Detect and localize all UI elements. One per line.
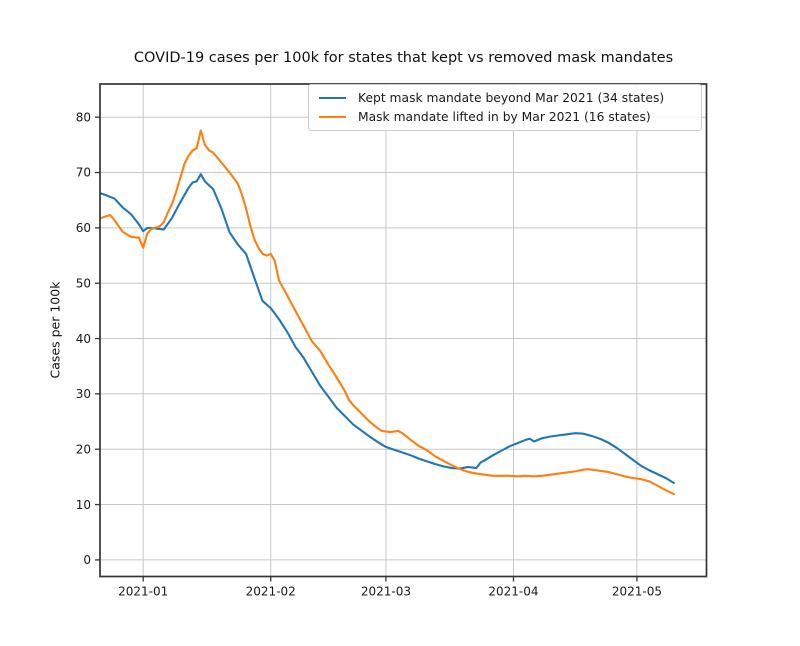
axes-layer: 2021-01 2021-02 2021-03 2021-04 2021-05 0 10 20… bbox=[76, 83, 708, 599]
x-tick-label: 2021-02 bbox=[246, 585, 296, 599]
series-line-lifted bbox=[100, 129, 675, 496]
legend-line-sample-lifted bbox=[319, 115, 346, 118]
legend-line-sample-kept bbox=[319, 97, 346, 100]
x-tick-label: 2021-01 bbox=[118, 585, 168, 599]
y-tick-label: 80 bbox=[76, 110, 91, 124]
x-tick-label: 2021-05 bbox=[612, 585, 662, 599]
legend-entry-lifted: Mask mandate lifted in by Mar 2021 (16 s… bbox=[319, 110, 691, 124]
y-tick-label: 50 bbox=[76, 276, 91, 290]
series-layer bbox=[100, 129, 675, 496]
legend-box: Kept mask mandate beyond Mar 2021 (34 st… bbox=[308, 84, 702, 131]
x-tick-label: 2021-03 bbox=[361, 585, 411, 599]
x-tick-label: 2021-04 bbox=[488, 585, 538, 599]
y-tick-label: 10 bbox=[76, 498, 91, 512]
y-tick-label: 0 bbox=[83, 553, 91, 567]
y-tick-label: 20 bbox=[76, 442, 91, 456]
series-line-kept bbox=[100, 173, 675, 485]
y-tick-label: 60 bbox=[76, 221, 91, 235]
legend-label-kept: Kept mask mandate beyond Mar 2021 (34 st… bbox=[358, 91, 665, 106]
legend-label-lifted: Mask mandate lifted in by Mar 2021 (16 s… bbox=[358, 109, 651, 124]
plot-spines bbox=[99, 83, 708, 578]
y-tick-label: 70 bbox=[76, 166, 91, 180]
chart-title: COVID-19 cases per 100k for states that … bbox=[133, 50, 674, 66]
legend-entry-kept: Kept mask mandate beyond Mar 2021 (34 st… bbox=[319, 91, 691, 105]
y-tick-label: 40 bbox=[76, 332, 91, 346]
y-tick-label: 30 bbox=[76, 387, 91, 401]
grid-layer bbox=[100, 84, 707, 577]
